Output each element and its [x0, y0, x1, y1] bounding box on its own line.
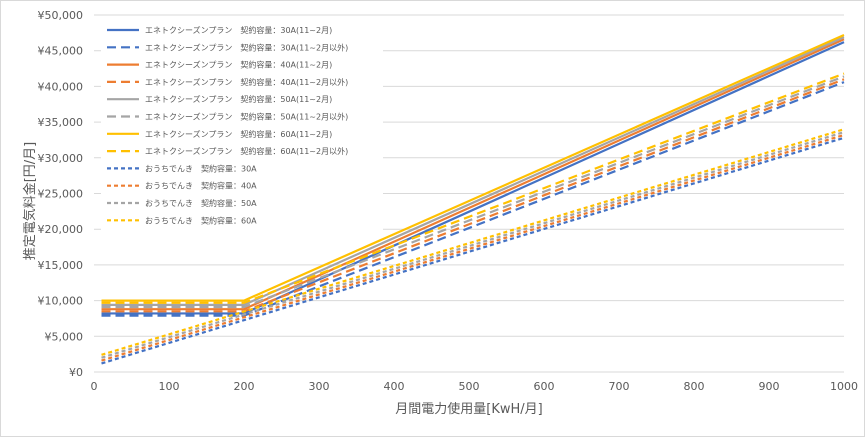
y-tick-label: ¥20,000	[38, 223, 84, 236]
x-axis-ticks: 0 100 200 300 400 500 600 700 800 900 1000	[91, 380, 859, 393]
legend-entry: おうちでんき 契約容量：50A	[145, 198, 257, 208]
series-line-8	[101, 72, 845, 304]
x-tick-label: 200	[234, 380, 255, 393]
legend: エネトクシーズンプラン 契約容量：30A(11~2月) エネトクシーズンプラン 契…	[101, 19, 383, 234]
y-tick-label: ¥0	[69, 366, 83, 379]
legend-entry: エネトクシーズンプラン 契約容量：60A(11~2月以外)	[145, 146, 348, 156]
legend-entry: エネトクシーズンプラン 契約容量：40A(11~2月以外)	[145, 77, 348, 87]
x-tick-label: 0	[91, 380, 98, 393]
legend-entry: エネトクシーズンプラン 契約容量：50A(11~2月)	[145, 94, 332, 104]
legend-entry: おうちでんき 契約容量：30A	[145, 163, 257, 173]
legend-background	[101, 19, 383, 234]
x-tick-label: 400	[384, 380, 405, 393]
y-tick-label: ¥5,000	[45, 330, 84, 343]
x-tick-label: 500	[459, 380, 480, 393]
y-axis-title: 推定電気料金[円/月]	[22, 142, 38, 261]
legend-entry: エネトクシーズンプラン 契約容量：40A(11~2月)	[145, 60, 332, 70]
y-tick-label: ¥30,000	[38, 152, 84, 165]
legend-entry: おうちでんき 契約容量：60A	[145, 215, 257, 225]
y-axis-ticks: ¥0 ¥5,000 ¥10,000 ¥15,000 ¥20,000 ¥25,000 ¥30,…	[38, 9, 84, 379]
series-line-10	[101, 133, 845, 362]
series-line-9	[101, 136, 845, 365]
y-tick-label: ¥40,000	[38, 80, 84, 93]
legend-entry: エネトクシーズンプラン 契約容量：60A(11~2月)	[145, 129, 332, 139]
legend-entry: エネトクシーズンプラン 契約容量：30A(11~2月)	[145, 25, 332, 35]
x-tick-label: 800	[684, 380, 705, 393]
series-line-2	[101, 81, 845, 317]
series-line-5	[101, 36, 845, 306]
y-tick-label: ¥45,000	[38, 45, 84, 58]
x-tick-label: 600	[534, 380, 555, 393]
y-tick-label: ¥35,000	[38, 116, 84, 129]
x-axis-title: 月間電力使用量[KwH/月]	[395, 401, 542, 417]
legend-entry: エネトクシーズンプラン 契約容量：30A(11~2月以外)	[145, 42, 348, 52]
series-line-6	[101, 75, 845, 309]
y-tick-label: ¥25,000	[38, 188, 84, 201]
y-tick-label: ¥15,000	[38, 259, 84, 272]
series-line-7	[101, 33, 845, 302]
series-line-11	[101, 131, 845, 359]
series-line-3	[101, 38, 845, 311]
series-line-12	[101, 128, 845, 356]
x-tick-label: 1000	[830, 380, 858, 393]
series-lines	[101, 33, 845, 365]
x-tick-label: 900	[759, 380, 780, 393]
legend-entry: エネトクシーズンプラン 契約容量：50A(11~2月以外)	[145, 112, 348, 122]
y-tick-label: ¥10,000	[38, 295, 84, 308]
y-tick-label: ¥50,000	[38, 9, 84, 22]
x-tick-label: 300	[309, 380, 330, 393]
legend-entry: おうちでんき 契約容量：40A	[145, 181, 257, 191]
x-tick-label: 100	[159, 380, 180, 393]
x-tick-label: 700	[609, 380, 630, 393]
